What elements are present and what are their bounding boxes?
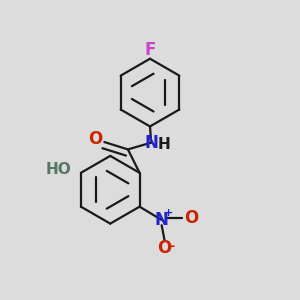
Text: N: N: [144, 134, 158, 152]
Text: O: O: [88, 130, 103, 148]
Text: O: O: [158, 239, 172, 257]
Text: +: +: [164, 208, 173, 218]
Text: F: F: [144, 41, 156, 59]
Text: H: H: [157, 136, 170, 152]
Text: O: O: [184, 209, 198, 227]
Text: -: -: [169, 240, 175, 253]
Text: N: N: [155, 211, 169, 229]
Text: HO: HO: [46, 162, 72, 177]
